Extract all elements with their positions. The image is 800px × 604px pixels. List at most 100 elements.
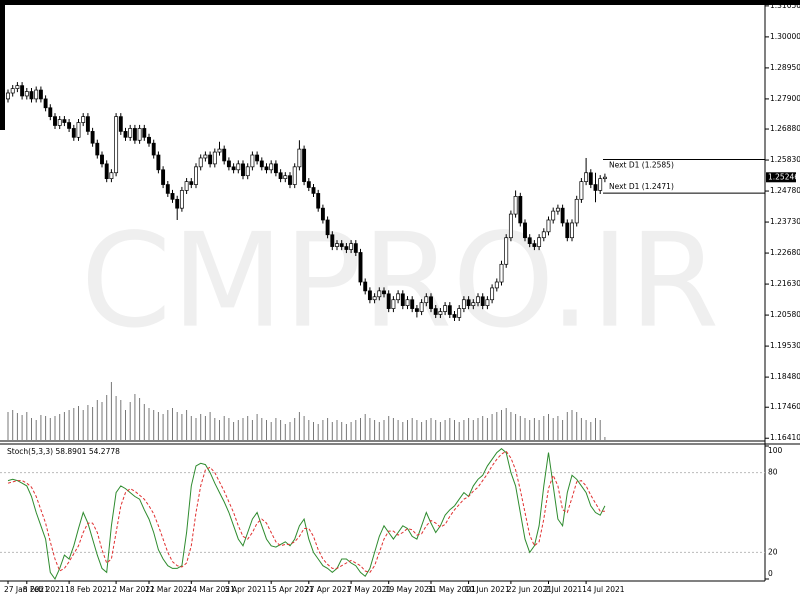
candle-body	[353, 243, 358, 253]
candle-body	[372, 296, 377, 301]
x-tick-label: 31 May 2021	[427, 585, 476, 594]
candle-body	[208, 154, 213, 165]
y-tick-label: 1.30000	[770, 32, 800, 41]
candle-body	[38, 89, 43, 100]
frame-left	[0, 0, 5, 130]
candle-body	[170, 193, 175, 200]
annotation-label: Next D1 (1.2585)	[609, 160, 674, 169]
y-tick-label: 0	[768, 569, 773, 578]
y-tick-label: 1.27900	[770, 94, 800, 103]
candle-body	[198, 157, 203, 168]
candle-body	[118, 116, 123, 132]
candle-body	[541, 231, 546, 239]
candle-body	[523, 222, 527, 239]
y-tick-label: 1.16410	[770, 433, 800, 442]
x-tick-label: 27 Apr 2021	[305, 585, 352, 594]
candle-body	[438, 311, 443, 315]
candle-body	[555, 207, 560, 212]
candle-body	[259, 160, 264, 168]
y-tick-label: 1.31050	[770, 1, 800, 10]
candle-body	[203, 154, 208, 159]
y-tick-label: 1.28950	[770, 63, 800, 72]
candle-body	[179, 190, 184, 209]
y-tick-label: 80	[768, 468, 778, 477]
candle-body	[100, 154, 104, 165]
candle-body	[330, 234, 335, 247]
y-tick-label: 20	[768, 547, 778, 556]
candle-body	[165, 184, 170, 194]
candle-body	[297, 148, 302, 168]
x-tick-label: 10 Jun 2021	[465, 585, 510, 594]
candle-body	[311, 187, 316, 194]
candle-body	[532, 243, 537, 247]
candle-body	[34, 89, 39, 100]
candle-body	[90, 131, 95, 144]
candle-body	[123, 131, 128, 138]
candle-body	[236, 163, 241, 171]
candle-body	[551, 210, 556, 221]
candle-body	[349, 243, 354, 250]
candle-body	[358, 252, 363, 283]
y-tick-label: 100	[768, 446, 783, 455]
candle-body	[457, 308, 462, 318]
x-tick-label: 7 May 2021	[347, 585, 391, 594]
candle-body	[264, 166, 269, 171]
y-tick-label: 1.23730	[770, 217, 800, 226]
stoch-line	[7, 448, 606, 581]
candle-body	[302, 148, 307, 182]
candle-body	[414, 308, 419, 312]
x-tick-label: 18 Feb 2021	[65, 585, 112, 594]
x-tick-label: 2 Jul 2021	[545, 585, 583, 594]
candle-body	[461, 299, 466, 309]
candle-body	[292, 166, 297, 185]
candle-body	[95, 142, 100, 156]
candle-body	[443, 305, 448, 312]
candle-body	[466, 299, 471, 306]
candle-body	[269, 163, 274, 171]
candle-body	[283, 175, 288, 179]
x-tick-label: 8 Feb 2021	[23, 585, 65, 594]
candle-body	[29, 91, 34, 100]
candle-body	[527, 237, 532, 244]
candle-body	[132, 128, 137, 141]
candle-body	[81, 116, 86, 123]
candle-body	[382, 290, 386, 295]
candle-body	[62, 119, 67, 123]
y-tick-label: 1.20580	[770, 310, 800, 319]
candle-body	[226, 160, 231, 168]
candle-body	[476, 296, 480, 304]
candle-body	[194, 166, 198, 185]
candle-body	[147, 136, 151, 144]
candle-body	[241, 163, 245, 177]
x-tick-label: 22 Jun 2021	[507, 585, 552, 594]
candle-body	[156, 154, 161, 171]
candle-body	[10, 88, 15, 94]
candle-body	[405, 299, 410, 306]
stoch-line	[7, 450, 605, 573]
candle-body	[212, 151, 217, 165]
x-tick-label: 2 Mar 2021	[112, 585, 155, 594]
candle-body	[598, 178, 603, 191]
candle-body	[320, 207, 325, 221]
candle-body	[480, 296, 485, 306]
candle-body	[273, 163, 278, 174]
candle-body	[85, 116, 90, 132]
y-tick-label: 1.24780	[770, 186, 800, 195]
candle-body	[184, 181, 189, 191]
y-tick-label: 1.21630	[770, 279, 800, 288]
candle-body	[339, 243, 344, 247]
candle-body	[24, 91, 29, 97]
candle-body	[217, 148, 222, 153]
candle-body	[424, 296, 429, 304]
candle-body	[128, 128, 133, 138]
candle-body	[363, 281, 368, 292]
candle-body	[537, 237, 542, 247]
candle-body	[471, 302, 476, 306]
candle-body	[367, 290, 372, 301]
candle-body	[53, 116, 57, 126]
candle-body	[142, 128, 147, 138]
candle-body	[513, 196, 518, 215]
x-tick-label: 19 May 2021	[385, 585, 434, 594]
candle-body	[137, 128, 142, 141]
candle-body	[560, 207, 565, 224]
